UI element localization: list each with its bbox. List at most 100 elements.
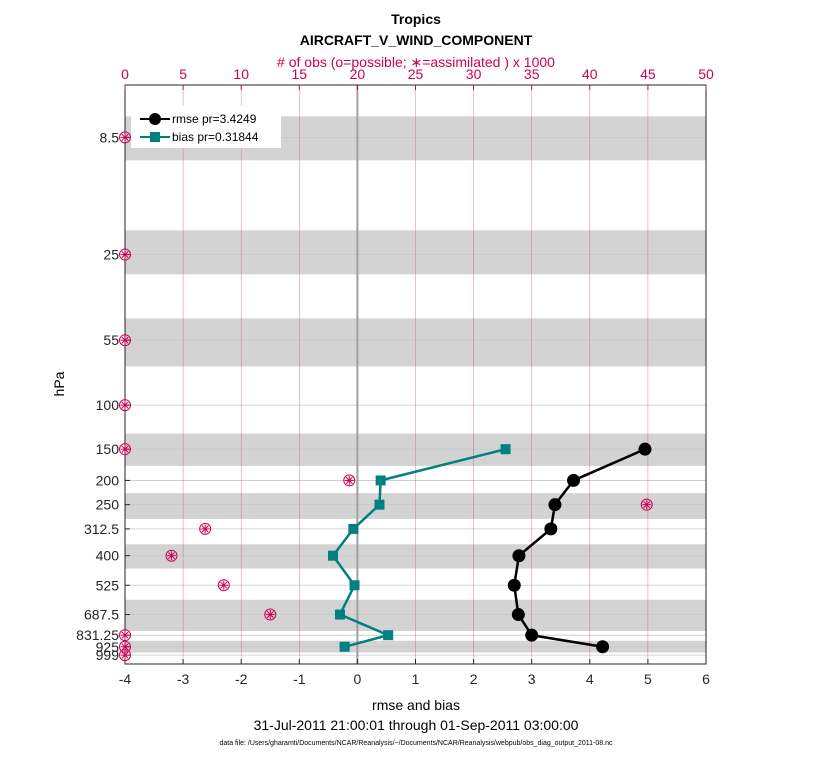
asterisk-stroke (345, 476, 353, 484)
bottom-tick-label: 0 (354, 671, 362, 687)
rmse-point (511, 608, 525, 622)
top-tick-label: 15 (292, 66, 308, 82)
top-tick-label: 50 (698, 66, 714, 82)
bottom-axis-ticks: -4 -3 -2 -1 0 1 2 3 4 5 6 (119, 659, 710, 687)
data-file-footnote: data file: /Users/gharamti/Documents/NCA… (219, 740, 613, 747)
obs-assimilated-marker (120, 630, 130, 640)
legend-bias-marker (150, 132, 160, 142)
top-tick-label: 25 (408, 66, 424, 82)
obs-assimilated-marker (120, 444, 130, 454)
grid-lines (125, 85, 706, 664)
left-tick-label: 999 (96, 647, 120, 663)
chart-subtitle: AIRCRAFT_V_WIND_COMPONENT (300, 32, 533, 48)
bottom-tick-label: -3 (177, 671, 190, 687)
bottom-tick-label: -4 (119, 671, 132, 687)
obs-possible-marker (343, 474, 356, 487)
rmse-point (567, 473, 581, 487)
asterisk-stroke (121, 251, 129, 259)
rmse-point (596, 640, 610, 654)
obs-assimilated-marker (120, 650, 130, 660)
obs-possible-marker (119, 649, 131, 662)
asterisk-stroke (643, 501, 651, 509)
left-tick-label: 925 (96, 639, 120, 655)
x-axis-label: rmse and bias (372, 697, 460, 713)
bias-point (383, 630, 394, 641)
obs-possible-marker (640, 498, 653, 511)
obs-possible-marker (119, 629, 131, 642)
obs-possible-marker (119, 399, 131, 412)
obs-assimilated-marker (120, 250, 130, 260)
asterisk-stroke (201, 525, 209, 533)
asterisk-stroke (121, 631, 129, 639)
obs-assimilated-marker (200, 524, 210, 534)
rmse-point (638, 442, 652, 456)
left-tick-label: 831.25 (76, 627, 119, 643)
bias-point (334, 609, 345, 620)
bottom-tick-label: 6 (702, 671, 710, 687)
left-tick-label: 687.5 (84, 607, 119, 623)
obs-count-markers (119, 131, 653, 662)
obs-possible-marker (199, 522, 212, 535)
bottom-tick-label: -2 (235, 671, 248, 687)
top-tick-label: 45 (640, 66, 656, 82)
legend-bias-label: bias pr=0.31844 (172, 130, 259, 144)
top-axis-label: # of obs (o=possible; ∗=assimilated ) x … (277, 54, 555, 70)
obs-possible-marker (119, 248, 131, 261)
obs-assimilated-marker (265, 610, 275, 620)
rmse-point (548, 498, 562, 512)
bias-point (349, 580, 360, 591)
top-tick-label: 10 (233, 66, 249, 82)
bias-point (500, 444, 511, 455)
bottom-tick-label: 3 (528, 671, 536, 687)
left-tick-label: 200 (96, 472, 120, 488)
left-tick-label: 525 (96, 577, 120, 593)
obs-assimilated-marker (120, 400, 130, 410)
asterisk-stroke (121, 401, 129, 409)
obs-assimilated-marker (120, 335, 130, 345)
asterisk-stroke (121, 651, 129, 659)
left-tick-label: 312.5 (84, 521, 119, 537)
left-tick-label: 55 (103, 332, 119, 348)
date-range: 31-Jul-2011 21:00:01 through 01-Sep-2011… (254, 717, 579, 733)
chart-title: Tropics (391, 11, 441, 27)
y-axis-label: hPa (51, 371, 67, 396)
top-tick-label: 35 (524, 66, 540, 82)
left-tick-label: 150 (96, 441, 120, 457)
asterisk-stroke (121, 336, 129, 344)
asterisk-stroke (220, 581, 228, 589)
legend-rmse-marker (149, 113, 161, 125)
bottom-tick-label: 1 (412, 671, 420, 687)
obs-assimilated-marker (166, 551, 176, 561)
rmse-point (512, 549, 526, 563)
bias-point (348, 523, 359, 534)
asterisk-stroke (167, 552, 176, 560)
bias-point (339, 641, 350, 652)
top-tick-label: 40 (582, 66, 598, 82)
bottom-tick-label: 5 (644, 671, 652, 687)
left-tick-label: 25 (103, 247, 119, 263)
left-tick-label: 400 (96, 548, 120, 564)
series-lines (327, 442, 652, 654)
bottom-tick-label: 2 (470, 671, 478, 687)
left-tick-label: 250 (96, 497, 120, 513)
obs-possible-marker (165, 549, 178, 562)
asterisk-stroke (121, 133, 129, 141)
legend: rmse pr=3.4249 bias pr=0.31844 (131, 106, 281, 148)
bottom-tick-label: -1 (293, 671, 306, 687)
bottom-tick-label: 4 (586, 671, 594, 687)
rmse-point (544, 522, 558, 536)
left-tick-label: 100 (96, 397, 120, 413)
legend-rmse-label: rmse pr=3.4249 (172, 112, 257, 126)
obs-assimilated-marker (219, 580, 229, 590)
obs-possible-marker (119, 443, 131, 456)
obs-possible-marker (119, 131, 131, 144)
left-axis-ticks: 8.5 25 55 100 150 200 250 312.5 400 525 687.5 831.2… (76, 129, 130, 663)
rmse-point (525, 628, 539, 642)
top-tick-label: 5 (179, 66, 187, 82)
asterisk-stroke (121, 643, 129, 651)
obs-assimilated-marker (344, 475, 354, 485)
obs-assimilated-marker (120, 132, 130, 142)
bias-point (374, 499, 385, 510)
top-tick-label: 20 (350, 66, 366, 82)
